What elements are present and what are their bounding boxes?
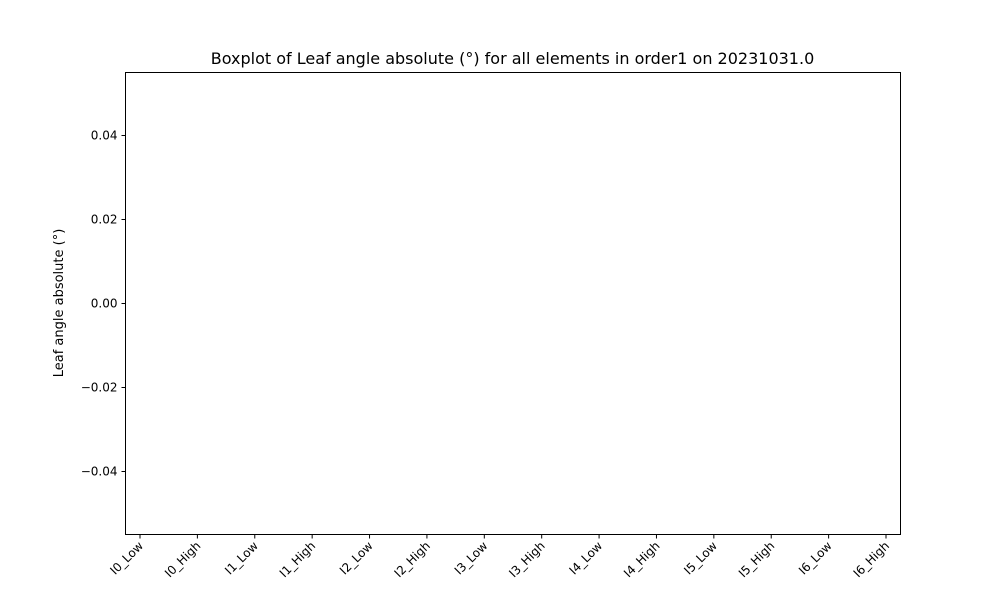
- y-tick-label: 0.02: [91, 213, 118, 227]
- x-tick-label: I5_High: [736, 539, 778, 581]
- x-axis: I0_Low I0_High I1_Low I1_High I2_Low I2_High I…: [107, 534, 893, 581]
- x-tick-label: I5_Low: [681, 539, 720, 578]
- x-tick-label: I2_Low: [337, 539, 376, 578]
- y-tick-label: 0.04: [91, 129, 118, 143]
- y-axis-label: Leaf angle absolute (°): [52, 229, 67, 378]
- x-tick-label: I2_High: [391, 539, 433, 581]
- x-tick-label: I4_High: [621, 539, 663, 581]
- y-tick-label: 0.00: [91, 297, 118, 311]
- x-tick-label: I4_Low: [566, 539, 605, 578]
- x-tick-label: I6_High: [851, 539, 893, 581]
- x-tick-label: I1_Low: [222, 539, 261, 578]
- y-axis: −0.04 −0.02 0.00 0.02 0.04: [81, 129, 126, 479]
- y-tick-label: −0.04: [81, 465, 118, 479]
- x-tick-label: I1_High: [277, 539, 319, 581]
- x-tick-label: I3_High: [506, 539, 548, 581]
- x-tick-label: I6_Low: [796, 539, 835, 578]
- x-tick-label: I3_Low: [452, 539, 491, 578]
- x-tick-label: I0_High: [162, 539, 204, 581]
- chart-title: Boxplot of Leaf angle absolute (°) for a…: [211, 49, 815, 68]
- x-tick-label: I0_Low: [107, 539, 146, 578]
- y-tick-label: −0.02: [81, 381, 118, 395]
- plot-area: [125, 72, 901, 535]
